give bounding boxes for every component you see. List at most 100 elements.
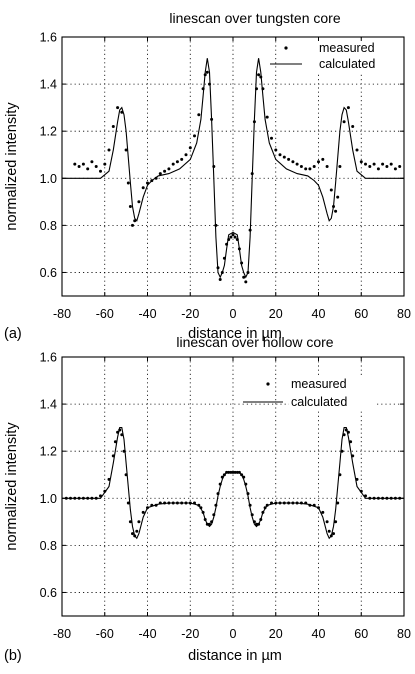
data-point (90, 160, 94, 164)
data-point (107, 148, 111, 152)
legend-marker-measured (284, 46, 288, 50)
data-point (126, 501, 130, 505)
data-point (141, 510, 145, 514)
data-point (137, 200, 141, 204)
legend-background (289, 377, 375, 409)
x-tick-label: 40 (312, 307, 326, 321)
data-point (342, 120, 346, 124)
data-point (218, 278, 222, 281)
data-point (233, 235, 237, 239)
x-axis-label: distance in µm (188, 326, 282, 342)
data-point (163, 169, 167, 173)
data-point (126, 181, 130, 185)
panel-b: linescan over hollow core -80 -60 -40 -20 0 20… (4, 334, 411, 664)
y-tick-label: 1.6 (40, 351, 57, 365)
data-point (193, 134, 196, 138)
legend-label-calculated: calculated (291, 395, 347, 409)
data-point (368, 165, 372, 168)
data-point (312, 165, 316, 168)
y-tick-label: 1.2 (40, 125, 57, 139)
x-tick-label: 80 (397, 307, 411, 321)
data-point (99, 169, 102, 173)
data-point (167, 167, 171, 171)
data-point (372, 162, 376, 166)
x-tick-label: 0 (230, 307, 237, 321)
data-point (205, 70, 209, 74)
x-tick-label: -80 (53, 307, 71, 321)
y-axis-label: normalized intensity (4, 102, 20, 231)
data-point (137, 520, 141, 524)
data-point (116, 106, 120, 110)
data-point (336, 195, 340, 199)
data-point (242, 275, 246, 279)
series-line-calculated (62, 58, 404, 279)
data-point (321, 157, 325, 161)
data-point (81, 162, 85, 166)
y-tick-label: 0.8 (40, 539, 57, 553)
y-tick-label: 1.4 (40, 398, 57, 412)
x-tick-label: 60 (354, 627, 368, 641)
y-tick-label: 1.2 (40, 445, 57, 459)
data-point (158, 172, 162, 176)
data-point (291, 160, 295, 164)
data-point (128, 520, 132, 524)
data-point (308, 167, 312, 171)
x-tick-label: 0 (230, 627, 237, 641)
data-point (265, 115, 269, 119)
x-tick-label: 20 (269, 627, 283, 641)
y-tick-label: 1.4 (40, 78, 57, 92)
data-point (131, 532, 134, 536)
data-point (274, 148, 278, 152)
data-point (282, 155, 286, 159)
data-point (393, 167, 397, 171)
data-point (188, 146, 192, 150)
data-point (299, 165, 303, 168)
data-point (398, 165, 402, 168)
data-point (325, 520, 329, 524)
data-point (295, 162, 299, 166)
y-tick-label: 0.6 (40, 586, 57, 600)
y-tick-label: 0.8 (40, 219, 57, 233)
y-tick-label: 1.0 (40, 172, 57, 186)
data-point (389, 162, 393, 166)
legend-label-calculated: calculated (319, 57, 375, 71)
y-tick-label: 1.0 (40, 492, 57, 506)
data-point (304, 167, 308, 171)
x-tick-label: -80 (53, 627, 71, 641)
x-tick-label: -60 (96, 627, 114, 641)
legend: measured calculated (270, 41, 403, 73)
data-point (385, 165, 389, 168)
x-tick-label: -40 (138, 627, 156, 641)
data-point (327, 529, 331, 533)
x-tick-label: -60 (96, 307, 114, 321)
x-tick-label: 60 (354, 307, 368, 321)
data-point (128, 205, 132, 208)
x-tick-label: 40 (312, 627, 326, 641)
data-point (257, 73, 261, 77)
data-point (270, 136, 273, 140)
x-tick-label: 20 (269, 307, 283, 321)
data-point (346, 106, 350, 110)
data-point (111, 125, 115, 128)
data-point (229, 235, 233, 239)
data-point (171, 162, 175, 166)
chart-title: linescan over hollow core (176, 334, 333, 350)
data-point (321, 510, 325, 514)
data-point (381, 162, 385, 166)
legend-label-measured: measured (319, 41, 375, 55)
x-tick-label: -20 (181, 307, 199, 321)
data-point (73, 162, 77, 166)
panel-a: linescan over tungsten core -80 -60 -40 -20 0… (4, 10, 411, 342)
data-point (338, 165, 342, 168)
data-point (329, 188, 333, 192)
grid (62, 37, 404, 296)
data-point (278, 153, 282, 157)
data-point (364, 162, 367, 166)
data-point (244, 280, 248, 284)
data-point (131, 223, 134, 227)
data-point (317, 160, 320, 164)
y-tick-label: 0.6 (40, 266, 57, 280)
data-point (175, 160, 179, 164)
x-axis-label: distance in µm (188, 648, 282, 664)
